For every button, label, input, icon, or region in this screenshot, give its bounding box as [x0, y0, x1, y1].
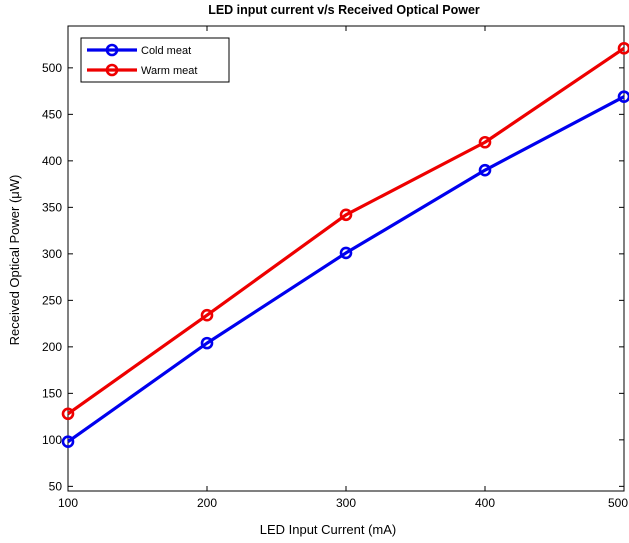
y-axis-label: Received Optical Power (μW): [7, 175, 22, 346]
data-point-warm-meat: [478, 135, 492, 149]
legend-box: [80, 37, 230, 83]
data-point-warm-meat: [617, 42, 629, 55]
y-tick-label: 200: [42, 340, 62, 354]
data-point-cold-meat: [617, 90, 629, 103]
x-tick-label: 400: [475, 496, 495, 510]
y-tick-label: 100: [42, 433, 62, 447]
x-tick-label: 100: [58, 496, 78, 510]
data-point-cold-meat: [61, 435, 75, 449]
y-tick-label: 500: [42, 61, 62, 75]
series-line-warm-meat: [67, 46, 625, 416]
y-axis: 50 100 150 200 250 300 350 400 450 500: [42, 61, 624, 493]
data-point-warm-meat: [339, 208, 353, 222]
legend-marker-warm-meat: [105, 63, 119, 77]
x-axis: 100 200 300 400 500: [58, 26, 628, 510]
x-tick-label: 500: [608, 496, 628, 510]
data-point-cold-meat: [200, 336, 214, 350]
legend: Cold meat Warm meat: [80, 37, 230, 83]
x-tick-label: 300: [336, 496, 356, 510]
legend-marker-cold-meat: [105, 43, 119, 57]
data-point-cold-meat: [478, 163, 492, 177]
y-tick-label: 400: [42, 154, 62, 168]
chart-title: LED input current v/s Received Optical P…: [208, 3, 480, 17]
series-line-cold-meat: [67, 95, 625, 444]
y-tick-label: 350: [42, 200, 62, 214]
x-tick-label: 200: [197, 496, 217, 510]
legend-label-warm-meat: Warm meat: [141, 65, 197, 77]
y-tick-label: 300: [42, 247, 62, 261]
y-tick-label: 250: [42, 293, 62, 307]
series-layer: [61, 42, 629, 449]
y-tick-label: 50: [49, 479, 63, 493]
x-axis-label: LED Input Current (mA): [260, 522, 397, 537]
data-point-cold-meat: [339, 246, 353, 260]
data-point-warm-meat: [200, 308, 214, 322]
data-point-warm-meat: [61, 407, 75, 421]
y-tick-label: 150: [42, 386, 62, 400]
y-tick-label: 450: [42, 107, 62, 121]
legend-label-cold-meat: Cold meat: [141, 45, 191, 57]
